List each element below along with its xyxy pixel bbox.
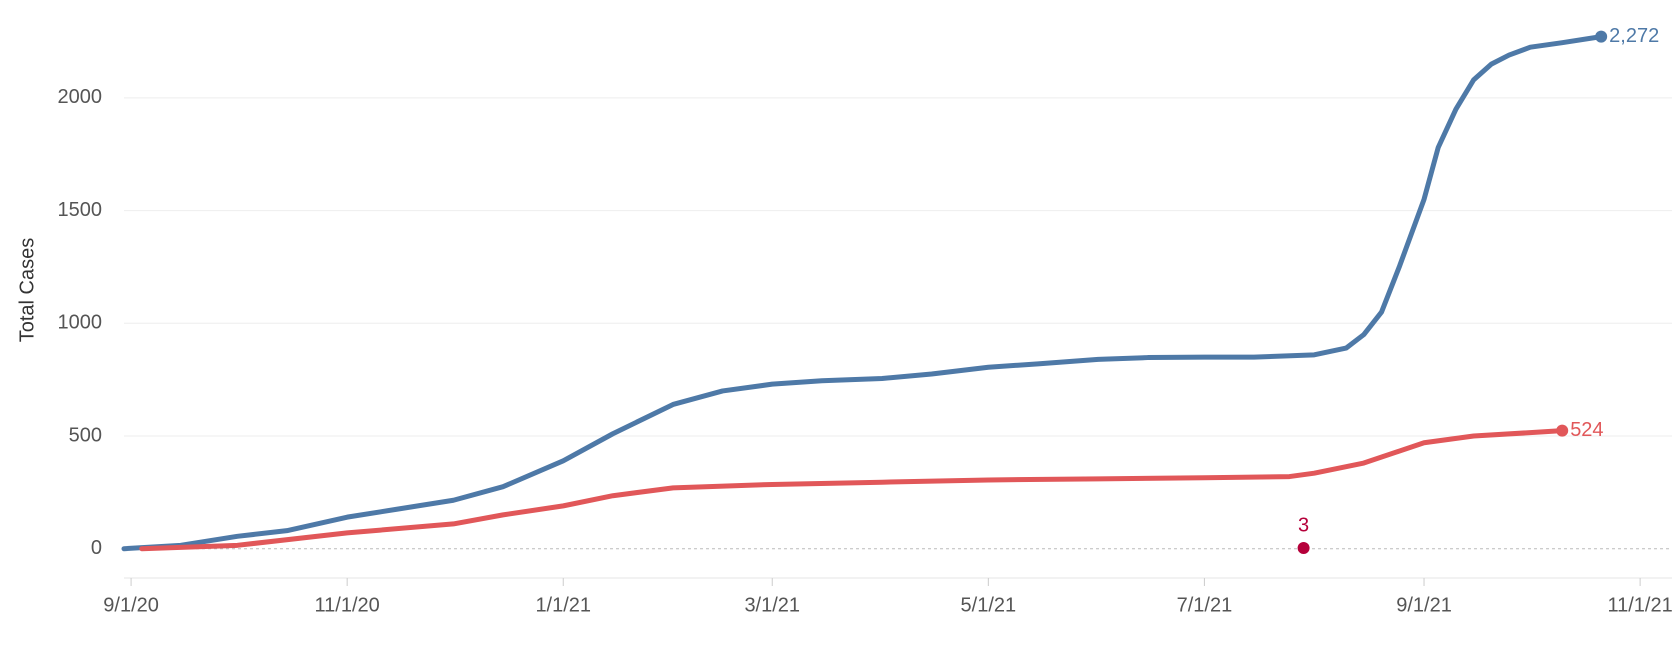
y-tick-label: 500 (69, 424, 102, 446)
end-point (1297, 542, 1310, 555)
x-tick-label: 9/1/20 (103, 594, 159, 616)
y-tick-label: 1000 (58, 312, 103, 334)
y-axis-label: Total Cases (16, 238, 38, 343)
value-label: 524 (1570, 419, 1603, 441)
x-tick-label: 1/1/21 (535, 594, 591, 616)
y-tick-label: 2000 (58, 86, 103, 108)
x-tick-label: 11/1/21 (1607, 594, 1672, 616)
y-tick-label: 0 (91, 537, 102, 559)
end-point (1595, 30, 1608, 43)
x-tick-label: 5/1/21 (961, 594, 1017, 616)
value-label: 3 (1298, 514, 1309, 536)
line-series (139, 428, 1565, 552)
x-tick-label: 9/1/21 (1396, 594, 1452, 616)
end-point (1556, 424, 1569, 437)
x-tick-label: 3/1/21 (744, 594, 800, 616)
value-label: 2,272 (1609, 25, 1659, 47)
y-tick-label: 1500 (58, 199, 103, 221)
x-tick-label: 11/1/20 (315, 594, 380, 616)
line-series (121, 34, 1604, 552)
x-tick-label: 7/1/21 (1177, 594, 1233, 616)
